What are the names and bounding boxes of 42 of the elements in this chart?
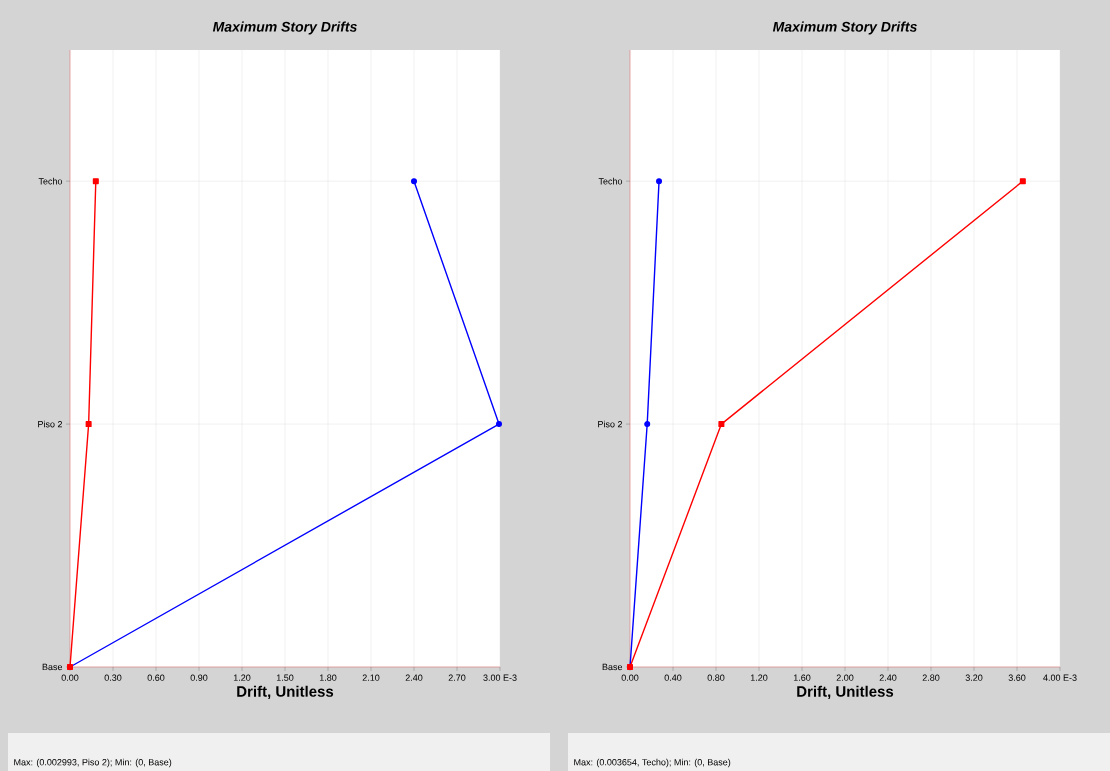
- text: Max: (0.002993, Piso 2); Min: (0, Base): [14, 758, 172, 768]
- y-tick-label: Techo: [598, 177, 623, 185]
- x-tick-label: 0.00: [621, 674, 639, 681]
- chart-title: Maximum Story Drifts: [772, 21, 917, 35]
- x-tick-label: 3.00 E-3: [483, 674, 517, 681]
- x-tick-label: 2.80: [922, 674, 940, 681]
- text: Max: (0.003654, Techo); Min: (0, Base): [574, 758, 731, 768]
- x-axis-title: Drift, Unitless: [797, 685, 894, 699]
- x-tick-label: 2.70: [448, 674, 466, 681]
- point: [718, 421, 725, 428]
- x-tick-label: 0.60: [147, 674, 165, 681]
- x-tick-label: 0.80: [707, 674, 725, 681]
- point: [496, 421, 502, 428]
- x-tick-label: 1.80: [319, 674, 337, 681]
- x-tick-label: 2.40: [879, 674, 897, 681]
- point: [411, 178, 417, 185]
- x-tick-label: 0.40: [664, 674, 682, 681]
- point: [92, 178, 99, 185]
- y-tick-label: Base: [602, 663, 623, 671]
- x-tick-label: 1.50: [276, 674, 294, 681]
- y-tick-label: Piso 2: [598, 420, 623, 428]
- x-tick-label: 1.20: [750, 674, 768, 681]
- x-tick-label: 2.00: [836, 674, 854, 681]
- x-tick-label: 1.60: [793, 674, 811, 681]
- x-tick-label: 0.30: [104, 674, 122, 681]
- x-tick-label: 3.20: [965, 674, 983, 681]
- x-tick-label: 3.60: [1008, 674, 1026, 681]
- y-tick-label: Techo: [38, 177, 63, 185]
- point: [656, 178, 663, 185]
- y-tick-label: Piso 2: [38, 420, 62, 428]
- x-tick-label: 0.90: [190, 674, 208, 681]
- x-tick-label: 4.00 E-3: [1043, 674, 1077, 681]
- point: [644, 421, 651, 428]
- x-tick-label: 1.20: [233, 674, 251, 681]
- chart-title: Maximum Story Drifts: [212, 21, 357, 35]
- point: [1019, 178, 1026, 185]
- x-tick-label: 2.10: [362, 674, 380, 681]
- x-tick-label: 2.40: [405, 674, 423, 681]
- point: [85, 421, 92, 428]
- x-tick-label: 0.00: [61, 674, 79, 681]
- y-tick-label: Base: [42, 663, 63, 671]
- x-axis-title: Drift, Unitless: [237, 685, 334, 699]
